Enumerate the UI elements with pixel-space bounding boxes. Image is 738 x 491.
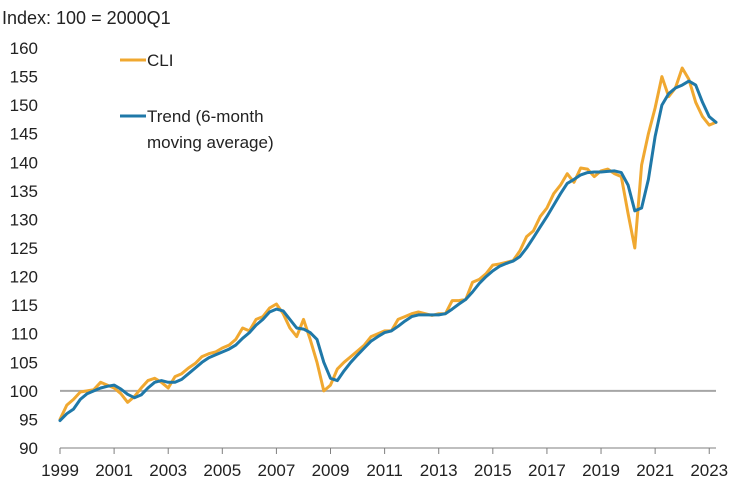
y-tick-label: 110: [11, 325, 38, 344]
legend-label-cli: CLI: [147, 51, 173, 70]
legend: CLI Trend (6-month moving average): [120, 51, 274, 152]
y-tick-label: 105: [10, 353, 38, 372]
x-tick-label: 2005: [203, 461, 241, 480]
x-tick-label: 2019: [582, 461, 620, 480]
y-tick-label: 135: [10, 182, 38, 201]
x-tick-label: 2017: [528, 461, 566, 480]
y-tick-label: 160: [10, 39, 38, 58]
y-tick-label: 145: [10, 125, 38, 144]
x-tick-label: 2003: [149, 461, 187, 480]
y-tick-label: 140: [10, 153, 38, 172]
x-tick-label: 2013: [420, 461, 458, 480]
y-tick-label: 155: [10, 68, 38, 87]
x-tick-label: 1999: [41, 461, 79, 480]
y-tick-label: 120: [10, 268, 38, 287]
y-tick-label: 125: [10, 239, 38, 258]
x-tick-label: 2011: [366, 461, 403, 480]
y-tick-label: 90: [19, 439, 38, 458]
y-tick-label: 100: [10, 382, 38, 401]
x-tick-label: 2001: [95, 461, 133, 480]
legend-label-trend: moving average): [147, 133, 274, 152]
x-tick-label: 2009: [312, 461, 350, 480]
axes-group: 90 95 100 105 110 115 120 125 130 135 140 145 150 155…: [10, 39, 729, 480]
x-tick-label: 2015: [474, 461, 512, 480]
x-tick-label: 2023: [690, 461, 728, 480]
y-tick-label: 150: [10, 96, 38, 115]
x-tick-label: 2021: [636, 461, 674, 480]
y-tick-label: 130: [10, 210, 38, 229]
legend-label-trend: Trend (6-month: [147, 107, 264, 126]
y-tick-label: 95: [19, 410, 38, 429]
trend-series-line: [58, 79, 718, 423]
y-tick-label: 115: [11, 296, 38, 315]
x-tick-label: 2007: [257, 461, 295, 480]
series-group: [58, 66, 718, 423]
y-axis-unit-label: Index: 100 = 2000Q1: [2, 8, 171, 28]
